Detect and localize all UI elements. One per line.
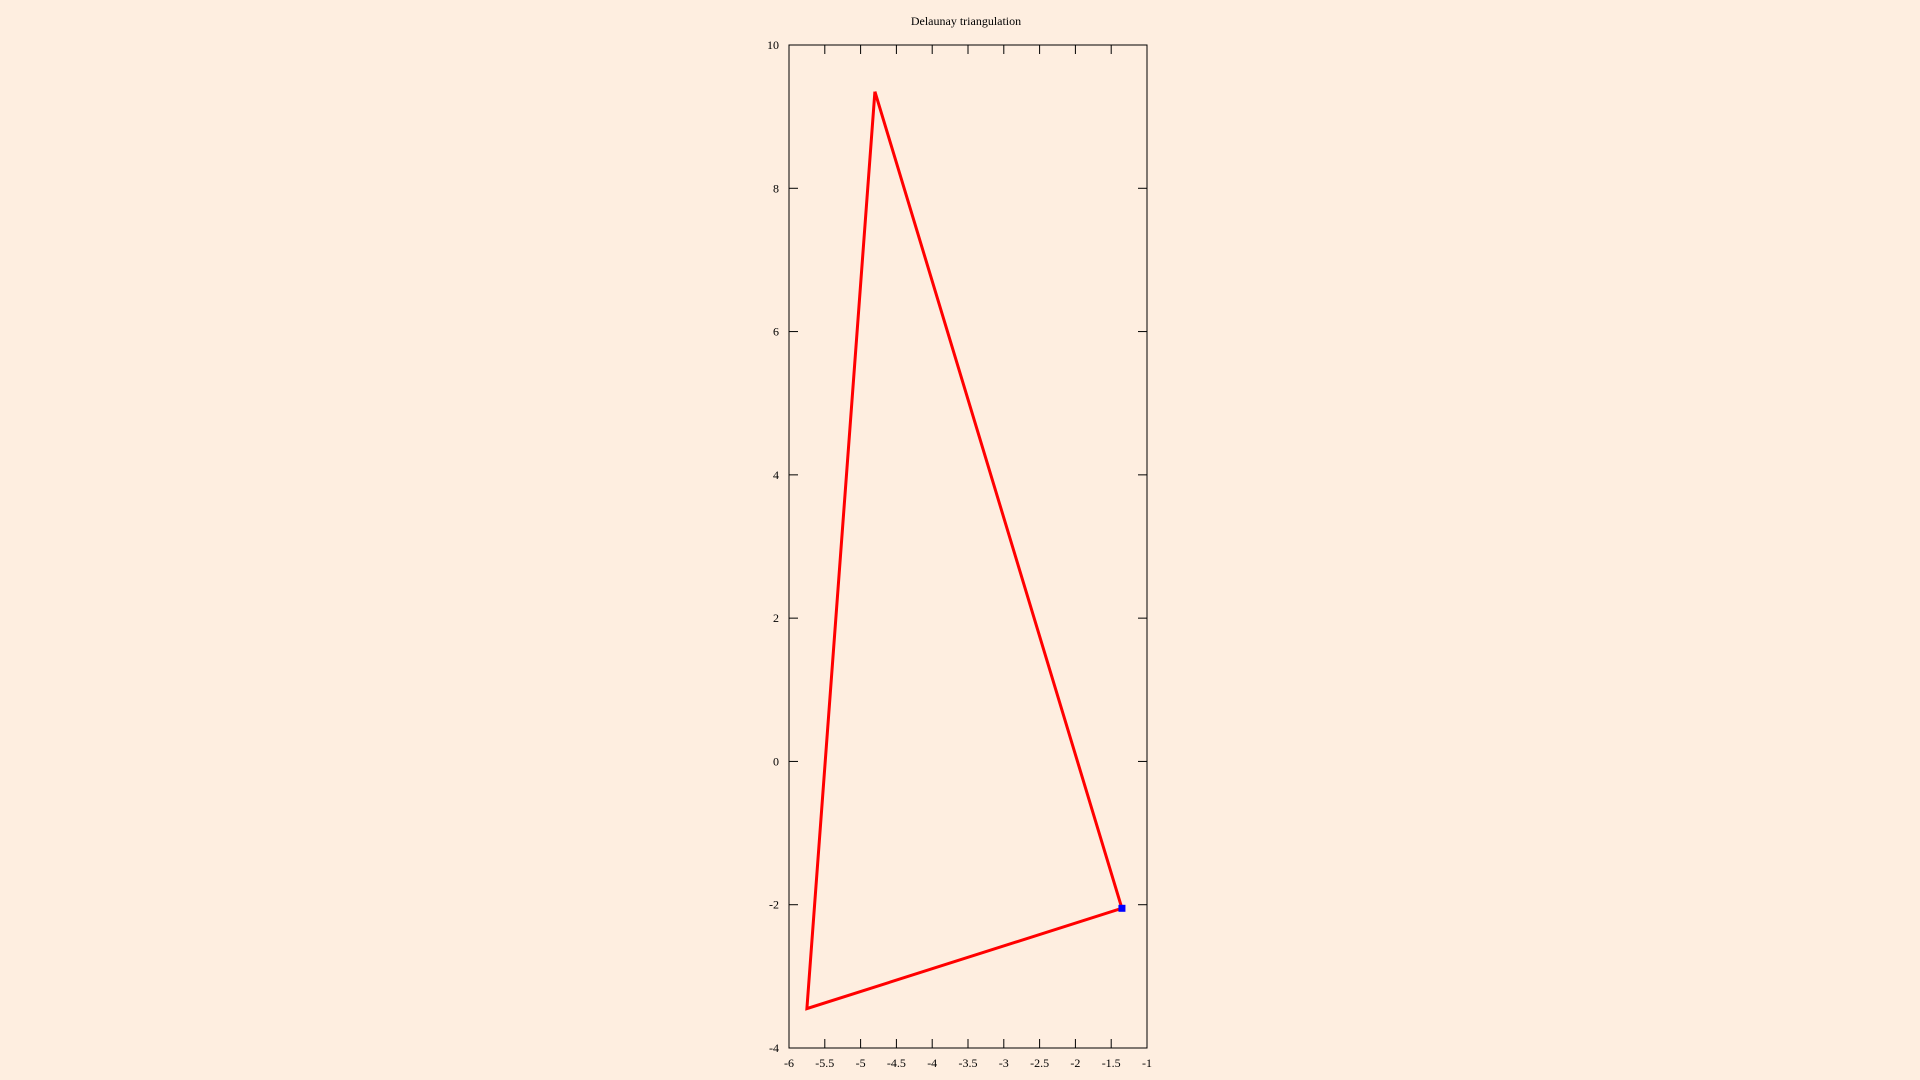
x-tick-label: -2 xyxy=(1070,1056,1080,1070)
y-tick-label: 4 xyxy=(773,468,779,482)
y-tick-label: -2 xyxy=(769,898,779,912)
y-axis-tick-labels: -4 -2 0 2 4 6 8 10 xyxy=(767,38,779,1055)
y-tick-label: 0 xyxy=(773,754,779,768)
x-tick-label: -1 xyxy=(1142,1056,1152,1070)
y-tick-label: 10 xyxy=(767,38,779,52)
x-tick-label: -3 xyxy=(999,1056,1009,1070)
y-tick-label: 6 xyxy=(773,325,779,339)
y-tick-label: 2 xyxy=(773,611,779,625)
y-tick-label: -4 xyxy=(769,1041,779,1055)
axis-ticks xyxy=(788,44,1148,1049)
triangle-edges xyxy=(805,91,1124,1011)
x-tick-label: -5 xyxy=(856,1056,866,1070)
x-axis-tick-labels: -6 -5.5 -5 -4.5 -4 -3.5 -3 -2.5 -2 -1.5 -1 xyxy=(784,1056,1152,1070)
point-marker xyxy=(1118,904,1126,912)
x-tick-label: -5.5 xyxy=(815,1056,834,1070)
x-tick-label: -4.5 xyxy=(887,1056,906,1070)
x-tick-label: -2.5 xyxy=(1030,1056,1049,1070)
x-tick-label: -1.5 xyxy=(1102,1056,1121,1070)
x-tick-label: -3.5 xyxy=(959,1056,978,1070)
x-tick-label: -6 xyxy=(784,1056,794,1070)
plot-frame xyxy=(788,44,1148,1049)
y-tick-label: 8 xyxy=(773,181,779,195)
chart-title: Delaunay triangulation xyxy=(911,14,1021,28)
x-tick-label: -4 xyxy=(927,1056,937,1070)
series-layer xyxy=(805,91,1126,1011)
